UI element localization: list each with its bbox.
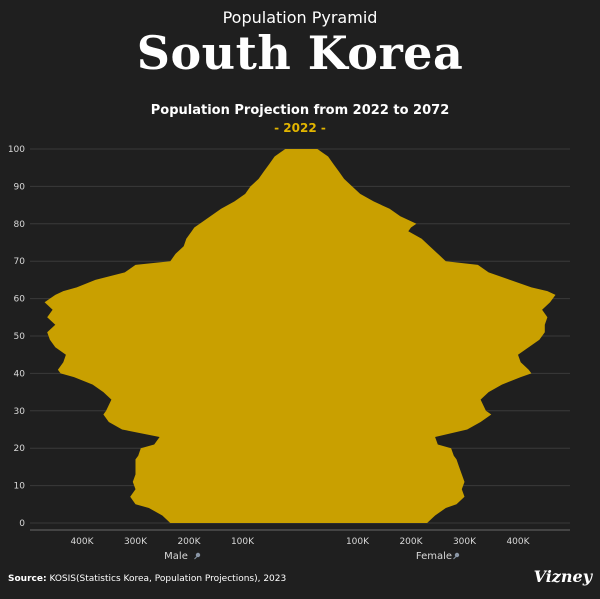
year-label: - 2022 - (274, 121, 326, 135)
x-tick-label-female-100000: 100K (346, 537, 370, 547)
source-text: KOSIS(Statistics Korea, Population Proje… (49, 574, 287, 584)
pin-icon-male (194, 552, 201, 560)
y-tick-label-40: 40 (14, 369, 26, 379)
pyramid-area-shape (44, 149, 556, 523)
axis-label-female: Female (416, 551, 452, 562)
y-tick-label-80: 80 (14, 220, 26, 230)
y-tick-label-0: 0 (19, 519, 25, 529)
x-tick-label-male-400000: 400K (70, 537, 94, 547)
chart-title: South Korea (136, 26, 464, 80)
source-note: Source: KOSIS(Statistics Korea, Populati… (8, 574, 286, 584)
y-tick-label-50: 50 (14, 332, 26, 342)
chart-subtitle: Population Projection from 2022 to 2072 (150, 103, 450, 118)
y-tick-label-70: 70 (14, 257, 26, 267)
chart-kicker: Population Pyramid (222, 8, 378, 27)
y-tick-label-10: 10 (14, 482, 26, 492)
y-tick-label-30: 30 (14, 407, 26, 417)
brand-logo: Vizney (533, 567, 592, 586)
pin-icon-female (453, 552, 460, 560)
x-tick-label-female-400000: 400K (506, 537, 530, 547)
axis-label-male: Male (164, 551, 188, 562)
y-tick-label-60: 60 (14, 295, 26, 305)
x-tick-label-male-300000: 300K (124, 537, 148, 547)
y-tick-label-20: 20 (14, 444, 26, 454)
x-tick-label-male-200000: 200K (177, 537, 201, 547)
y-tick-label-100: 100 (8, 145, 25, 155)
source-label: Source: (8, 574, 47, 584)
x-tick-label-male-100000: 100K (231, 537, 255, 547)
y-tick-label-90: 90 (14, 182, 26, 192)
x-tick-label-female-300000: 300K (453, 537, 477, 547)
x-tick-label-female-200000: 200K (399, 537, 423, 547)
